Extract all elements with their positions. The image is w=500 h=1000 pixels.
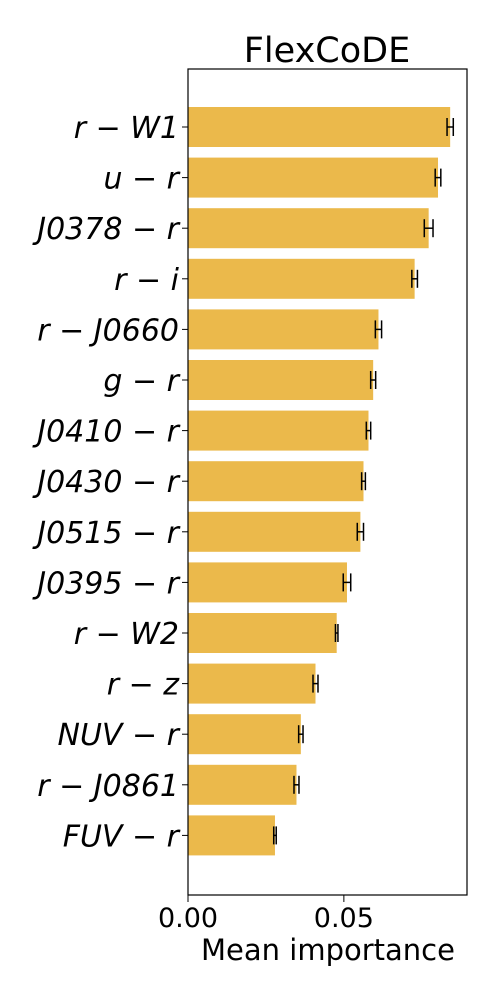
bar — [188, 663, 316, 704]
category-label: J0378 − r — [32, 212, 180, 247]
category-label: g − r — [103, 364, 180, 399]
category-label: FUV − r — [63, 819, 181, 854]
bar — [188, 157, 439, 198]
error-bar — [312, 674, 319, 693]
bar — [188, 714, 301, 755]
bar — [188, 815, 275, 856]
category-label: r − z — [107, 668, 181, 703]
category-labels-group: r − W1 u − r J0378 − r r − i r − J0660 g − r J… — [32, 111, 180, 854]
bar — [188, 309, 379, 350]
error-bar — [446, 118, 455, 136]
bar — [188, 764, 297, 805]
x-tick-label: 0.05 — [314, 903, 374, 934]
category-label: u − r — [103, 162, 180, 197]
category-label: J0515 − r — [32, 516, 180, 551]
bar — [188, 613, 337, 653]
error-bar — [369, 371, 377, 389]
category-label: r − J0861 — [37, 769, 179, 804]
bar — [188, 258, 415, 299]
category-label: r − J0660 — [37, 313, 179, 348]
error-bar — [374, 320, 383, 339]
x-ticks-group: 0.00 0.05 — [158, 126, 374, 934]
category-label: NUV − r — [58, 718, 181, 753]
error-bar — [334, 624, 339, 642]
error-bar — [356, 522, 365, 541]
error-bar — [365, 421, 372, 440]
error-bar — [434, 168, 442, 187]
bars-group — [188, 107, 451, 856]
x-tick-label: 0.00 — [158, 903, 218, 934]
error-bar — [423, 219, 434, 238]
bar — [188, 461, 364, 502]
bar — [188, 208, 429, 249]
category-label: r − i — [114, 263, 180, 298]
bar — [188, 107, 451, 147]
x-axis-label: Mean importance — [201, 933, 455, 967]
error-bars-group — [272, 118, 455, 845]
category-label: r − W2 — [74, 617, 179, 652]
category-label: r − W1 — [74, 111, 179, 146]
plot-frame — [187, 68, 468, 896]
error-bar — [293, 775, 300, 794]
error-bar — [342, 573, 352, 592]
category-label: J0395 − r — [32, 566, 180, 601]
error-bar — [360, 472, 367, 491]
error-bar — [272, 826, 277, 845]
category-label: J0410 − r — [32, 415, 180, 450]
bar — [188, 410, 369, 451]
error-bar — [411, 269, 419, 288]
bar — [188, 360, 374, 400]
error-bar — [297, 725, 304, 744]
bar — [188, 562, 347, 603]
category-label: J0430 − r — [32, 465, 180, 500]
bar — [188, 511, 361, 552]
chart-title: FlexCoDE — [244, 31, 410, 71]
